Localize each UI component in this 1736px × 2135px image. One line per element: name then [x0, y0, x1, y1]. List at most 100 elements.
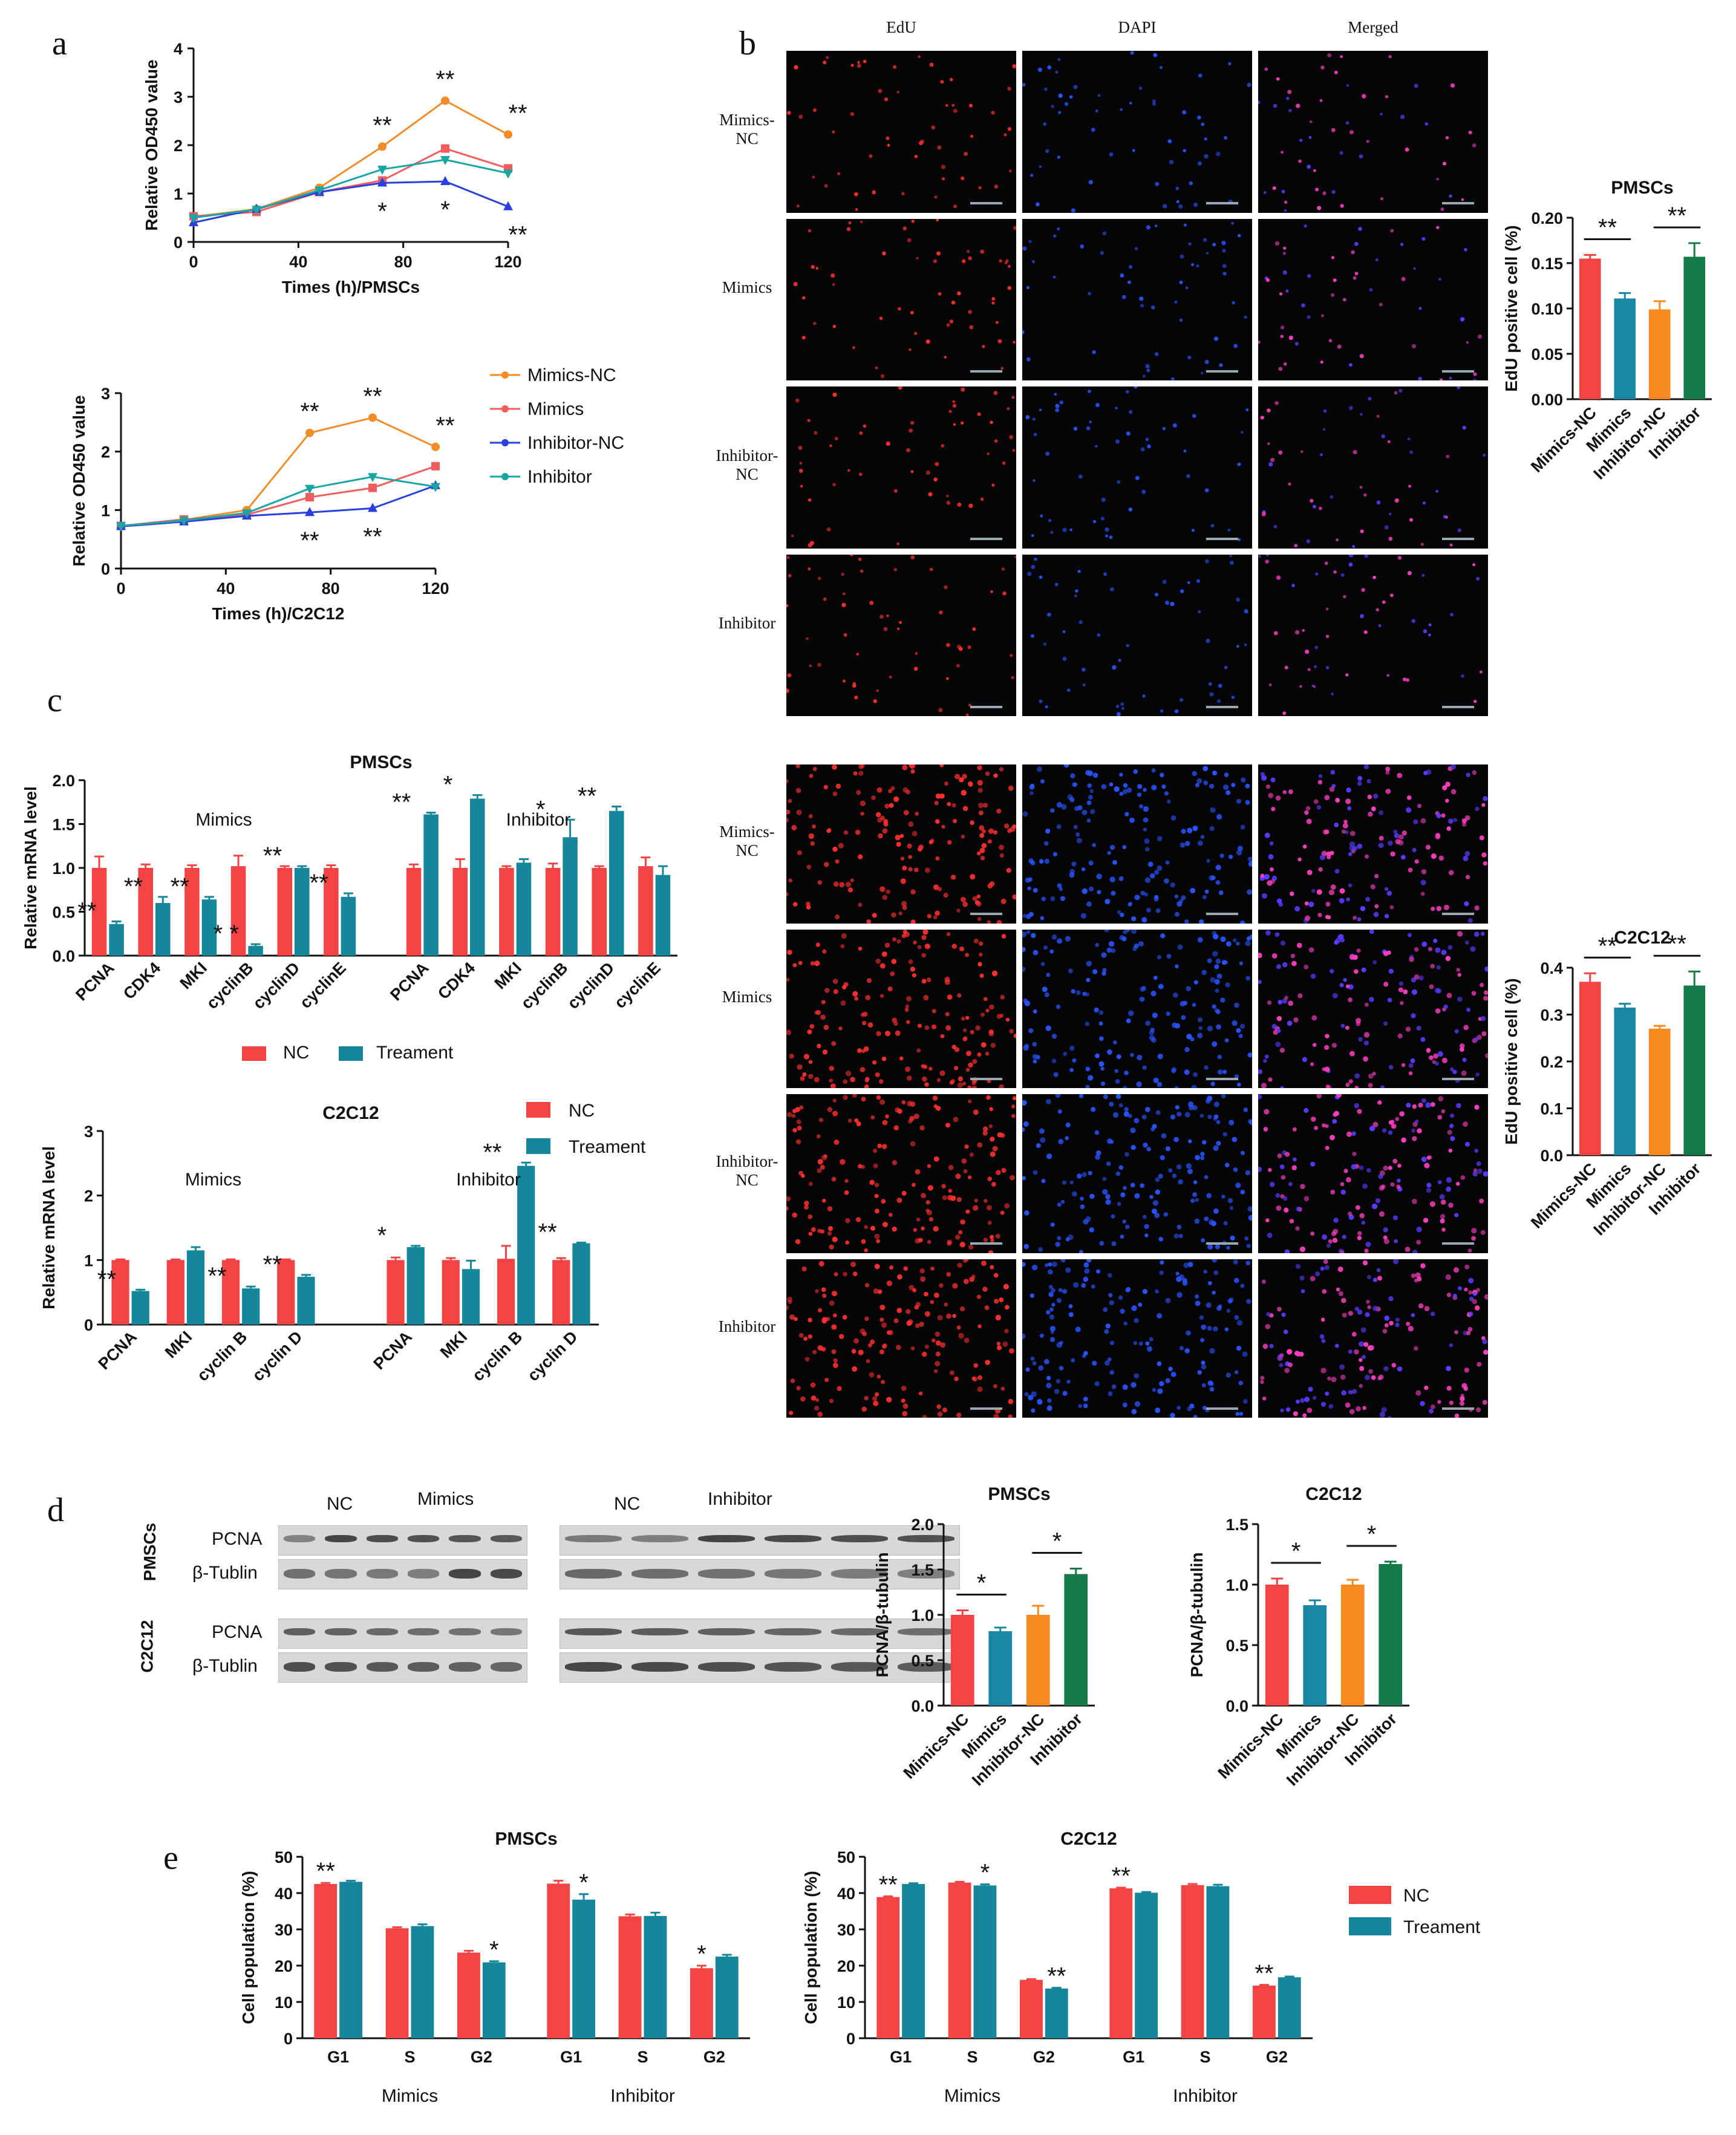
bar	[1648, 309, 1671, 399]
y-tick-label: 2	[101, 443, 110, 461]
data-point	[242, 509, 252, 519]
x-tick-label: 40	[217, 579, 235, 598]
significance-mark: **	[1047, 1963, 1066, 1990]
data-point	[305, 493, 314, 502]
blot-band	[631, 1569, 688, 1579]
bar-treament	[609, 810, 624, 956]
blot-cell-label: PMSCs	[140, 1522, 160, 1582]
blot-band	[490, 1535, 522, 1542]
microscopy-image	[1258, 51, 1488, 213]
legend-marker	[501, 439, 509, 446]
bar-nc	[452, 868, 468, 956]
y-tick-label: 0	[101, 560, 110, 578]
bar	[1340, 1585, 1365, 1706]
microscopy-grid-c2c12: Mimics- NC Mimics Inhibitor- NC Inhibitor	[716, 762, 1500, 1421]
bar-nc	[1252, 1986, 1276, 2038]
blot-band	[449, 1569, 481, 1579]
scale-bar	[1442, 538, 1475, 541]
legend-marker	[501, 473, 509, 480]
bar-treament	[295, 868, 310, 956]
legend-label: Treament	[569, 1137, 646, 1157]
y-axis-label: Relative OD450 value	[142, 59, 161, 230]
significance-mark: *	[977, 1570, 987, 1597]
legend-swatch-nc	[242, 1046, 266, 1061]
blot-band	[631, 1662, 688, 1672]
significance-mark: **	[1598, 933, 1617, 959]
bar	[1648, 1028, 1671, 1155]
microscopy-cells	[1259, 764, 1488, 924]
blot-group-label: Mimics	[417, 1489, 474, 1509]
significance-mark: *	[377, 1222, 387, 1249]
y-tick-label: 1	[84, 1251, 93, 1270]
group-label: Mimics	[382, 2086, 438, 2106]
microscopy-row-label: Mimics	[722, 987, 772, 1006]
significance-mark: **	[436, 412, 454, 439]
microscopy-row-label: Inhibitor	[718, 614, 776, 633]
blot-band	[408, 1662, 440, 1672]
bar-nc	[111, 1260, 129, 1325]
microscopy-cells	[1260, 1259, 1488, 1418]
scale-bar	[970, 202, 1003, 205]
microscopy-image	[786, 554, 1016, 716]
bar	[1379, 1564, 1403, 1706]
x-tick-label: G2	[1033, 2048, 1055, 2066]
scale-bar	[1206, 202, 1239, 205]
blot-band	[366, 1628, 398, 1635]
blot-band	[449, 1662, 481, 1672]
y-tick-label: 1	[101, 501, 110, 520]
bar-treament	[186, 1250, 205, 1325]
bar-nc	[277, 868, 292, 956]
legend-swatch-treament	[1349, 1917, 1391, 1935]
blot-band	[698, 1628, 755, 1635]
legend-e: NC Treament	[1349, 1886, 1481, 1937]
chart-title: C2C12	[1305, 1484, 1362, 1504]
bar-nc	[406, 868, 422, 956]
y-axis-label: PCNA/β-tubulin	[873, 1553, 892, 1678]
bar-nc	[230, 866, 246, 956]
blot-band	[631, 1535, 688, 1542]
series-line-inhibitor-nc	[193, 180, 509, 224]
blot-band	[408, 1535, 440, 1542]
blot-strip	[560, 1618, 960, 1649]
x-tick-label: G2	[703, 2048, 725, 2066]
y-tick-label: 2.0	[911, 1516, 934, 1534]
significance-mark: **	[1255, 1960, 1273, 1987]
bar-nc	[1181, 1885, 1204, 2038]
y-tick-label: 0.00	[1531, 391, 1563, 409]
y-tick-label: 0.0	[52, 947, 75, 965]
blot-band	[765, 1569, 821, 1579]
significance-mark: * *	[214, 921, 239, 947]
bar	[1614, 1007, 1636, 1155]
microscopy-image	[786, 764, 1016, 924]
blot-band	[698, 1569, 755, 1579]
significance-mark: *	[489, 1937, 499, 1963]
chart-title: C2C12	[1060, 1829, 1117, 1849]
blot-band	[284, 1535, 316, 1542]
blot-band	[831, 1569, 888, 1579]
data-point	[315, 186, 324, 196]
y-tick-label: 0.0	[911, 1697, 934, 1715]
microscopy-cells	[1022, 764, 1252, 924]
legend-label: Mimics	[527, 399, 584, 419]
blot-band	[490, 1628, 522, 1635]
y-tick-label: 2	[84, 1187, 93, 1205]
legend-marker	[501, 371, 509, 379]
significance-mark: **	[879, 1871, 898, 1898]
data-point	[305, 428, 314, 437]
blot-band	[325, 1535, 357, 1542]
data-point	[368, 503, 377, 512]
x-tick-label: MKI	[491, 959, 525, 993]
scale-bar	[1206, 1407, 1239, 1410]
significance-mark: **	[508, 100, 527, 126]
x-tick-label: G1	[327, 2048, 349, 2066]
x-axis-label: Times (h)/PMSCs	[282, 278, 420, 296]
blot-strip	[560, 1652, 960, 1683]
bar	[1265, 1585, 1289, 1706]
bar-nc	[385, 1928, 409, 2038]
scale-bar	[1206, 1077, 1239, 1080]
bar-nc	[547, 1883, 570, 2038]
panel-label-b: b	[739, 25, 756, 62]
y-tick-label: 20	[275, 1957, 293, 1975]
series-line-mimics	[193, 147, 509, 218]
blot-band	[408, 1628, 440, 1635]
